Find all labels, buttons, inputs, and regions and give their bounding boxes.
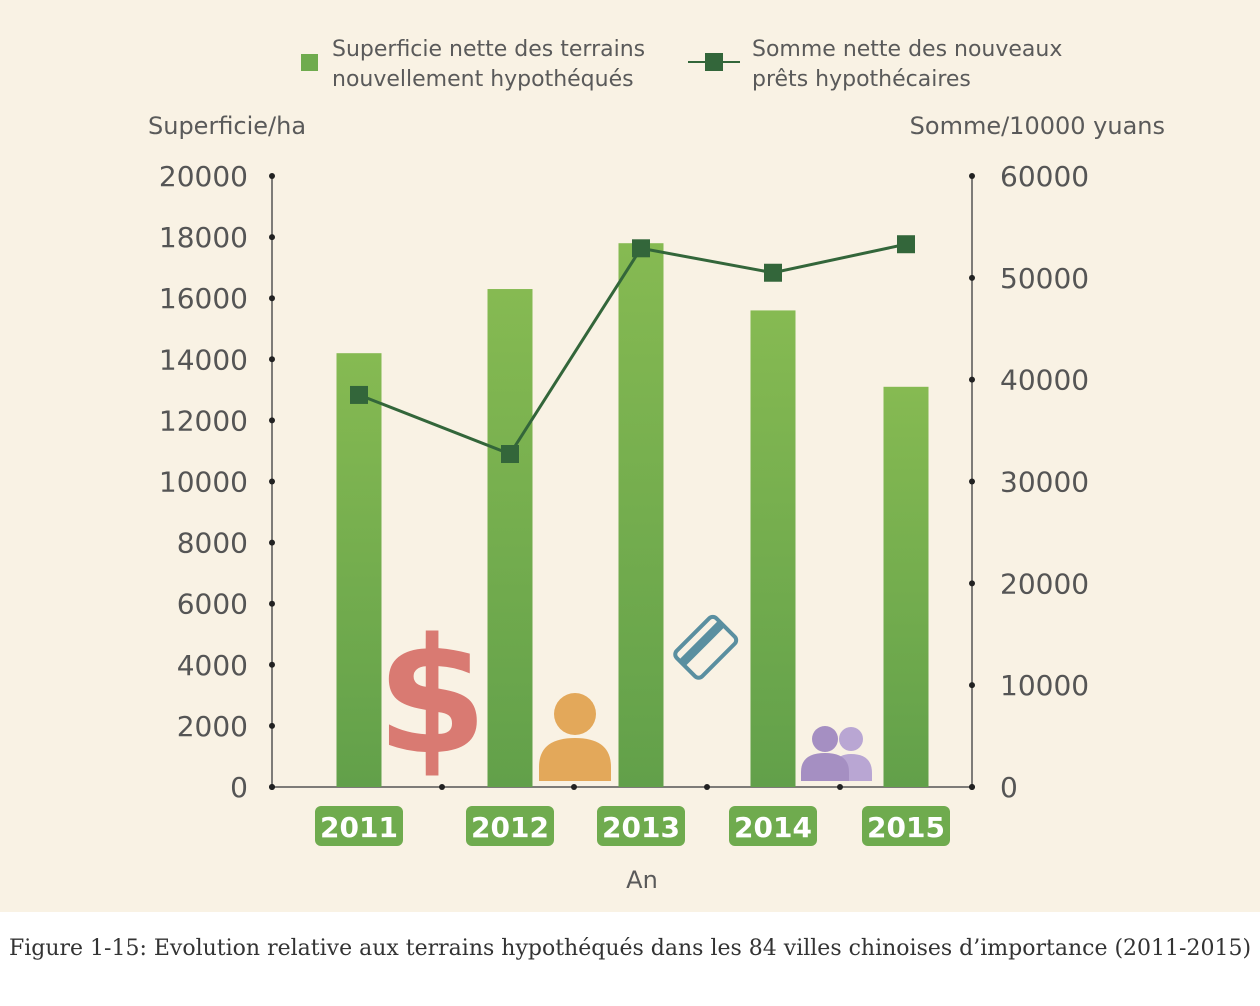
x-tick-label: 2014: [734, 811, 812, 844]
bar-2013: [618, 243, 664, 787]
y-left-tick-dot: [269, 661, 275, 668]
legend-line-label-line2: prêts hypothécaires: [752, 67, 971, 92]
line-series: [350, 235, 915, 464]
y-right-tick-dot: [969, 173, 975, 179]
y-left-tick-dot: [269, 356, 275, 363]
x-tick-dot: [439, 784, 445, 790]
chart-panel: Superficie nette des terrains nouvelleme…: [0, 0, 1260, 912]
x-tick-dot: [837, 784, 843, 790]
bar-2014: [750, 310, 796, 787]
person-icon: [539, 693, 611, 781]
legend-line-marker: [705, 53, 723, 71]
y-left-tick-label: 14000: [159, 343, 248, 376]
legend-bar-label-line1: Superficie nette des terrains: [332, 37, 645, 62]
y-left-tick-dot: [269, 722, 275, 729]
y-right-tick-label: 30000: [1000, 466, 1089, 499]
dollar-icon: $: [376, 603, 487, 790]
x-tick-dot: [269, 784, 275, 790]
year-labels: 2011 2012 2013 2014 2015: [315, 806, 950, 846]
x-axis-ticks: [269, 784, 975, 790]
line-marker-2012: [501, 445, 519, 464]
bar-2011: [336, 353, 382, 787]
x-tick-dot: [969, 784, 975, 790]
line-marker-2013: [632, 239, 650, 258]
line-marker-2015: [897, 235, 915, 254]
y-right-tick-label: 40000: [1000, 364, 1089, 397]
legend-bar-swatch: [301, 54, 318, 71]
credit-card-icon: [673, 614, 739, 680]
y-left-tick-label: 16000: [159, 282, 248, 315]
svg-text:$: $: [376, 603, 487, 790]
x-tick-label: 2015: [867, 811, 945, 844]
y-left-tick-dot: [269, 539, 275, 546]
y-left-tick-label: 2000: [177, 710, 248, 743]
y-left-tick-label: 18000: [159, 221, 248, 254]
figure-caption: Figure 1-15: Evolution relative aux terr…: [8, 936, 1252, 961]
legend-line-label-line1: Somme nette des nouveaux: [752, 37, 1062, 62]
chart-svg: Superficie nette des terrains nouvelleme…: [148, 37, 1165, 894]
y-left-tick-dot: [269, 234, 275, 241]
bar-2012: [487, 289, 533, 787]
y-right-tick-dot: [969, 682, 975, 689]
line-marker-2011: [350, 385, 368, 404]
y-left-tick-label: 20000: [159, 160, 248, 193]
year-badge-2013: [597, 806, 685, 846]
y-right-tick-label: 20000: [1000, 567, 1089, 600]
y-right-tick-label: 60000: [1000, 160, 1089, 193]
x-tick-dot: [704, 784, 710, 790]
y-right-tick-dot: [969, 376, 975, 383]
y-left-tick-dot: [269, 478, 275, 485]
people-icon: [801, 726, 872, 781]
y-left-tick-dot: [269, 600, 275, 607]
year-badge-2014: [729, 806, 817, 846]
year-badge-2012: [466, 806, 554, 846]
y-left-tick-label: 0: [230, 771, 248, 804]
x-tick-dot: [571, 784, 577, 790]
legend: Superficie nette des terrains nouvelleme…: [301, 37, 1062, 92]
year-badge-2015: [862, 806, 950, 846]
year-badge-2011: [315, 806, 403, 846]
y-left-tick-label: 8000: [177, 527, 248, 560]
y-right-axis-title: Somme/10000 yuans: [910, 112, 1165, 140]
x-tick-label: 2012: [471, 811, 549, 844]
y-left-tick-dot: [269, 295, 275, 302]
bar-series: [336, 243, 929, 787]
bar-2015: [883, 386, 929, 787]
y-right-tick-dot: [969, 274, 975, 281]
y-left-tick-dot: [269, 417, 275, 424]
y-right-ticks: 0 10000 20000 30000 40000 50000 60000: [969, 160, 1089, 804]
y-left-tick-label: 10000: [159, 466, 248, 499]
y-right-tick-label: 0: [1000, 771, 1018, 804]
legend-bar-label-line2: nouvellement hypothéqués: [332, 67, 634, 92]
y-left-axis-title: Superficie/ha: [148, 112, 306, 140]
x-axis-title: An: [626, 866, 658, 894]
y-left-tick-dot: [269, 173, 275, 179]
x-tick-label: 2013: [602, 811, 680, 844]
line-marker-2014: [764, 263, 782, 282]
y-right-tick-dot: [969, 580, 975, 587]
y-left-tick-label: 4000: [177, 649, 248, 682]
y-left-ticks: 0 2000 4000 6000 8000 10000 12000 14000 16000 180…: [159, 160, 275, 804]
y-right-tick-label: 50000: [1000, 262, 1089, 295]
y-right-tick-dot: [969, 478, 975, 485]
y-right-tick-label: 10000: [1000, 669, 1089, 702]
x-tick-label: 2011: [320, 811, 398, 844]
y-left-tick-label: 12000: [159, 404, 248, 437]
y-left-tick-label: 6000: [177, 588, 248, 621]
